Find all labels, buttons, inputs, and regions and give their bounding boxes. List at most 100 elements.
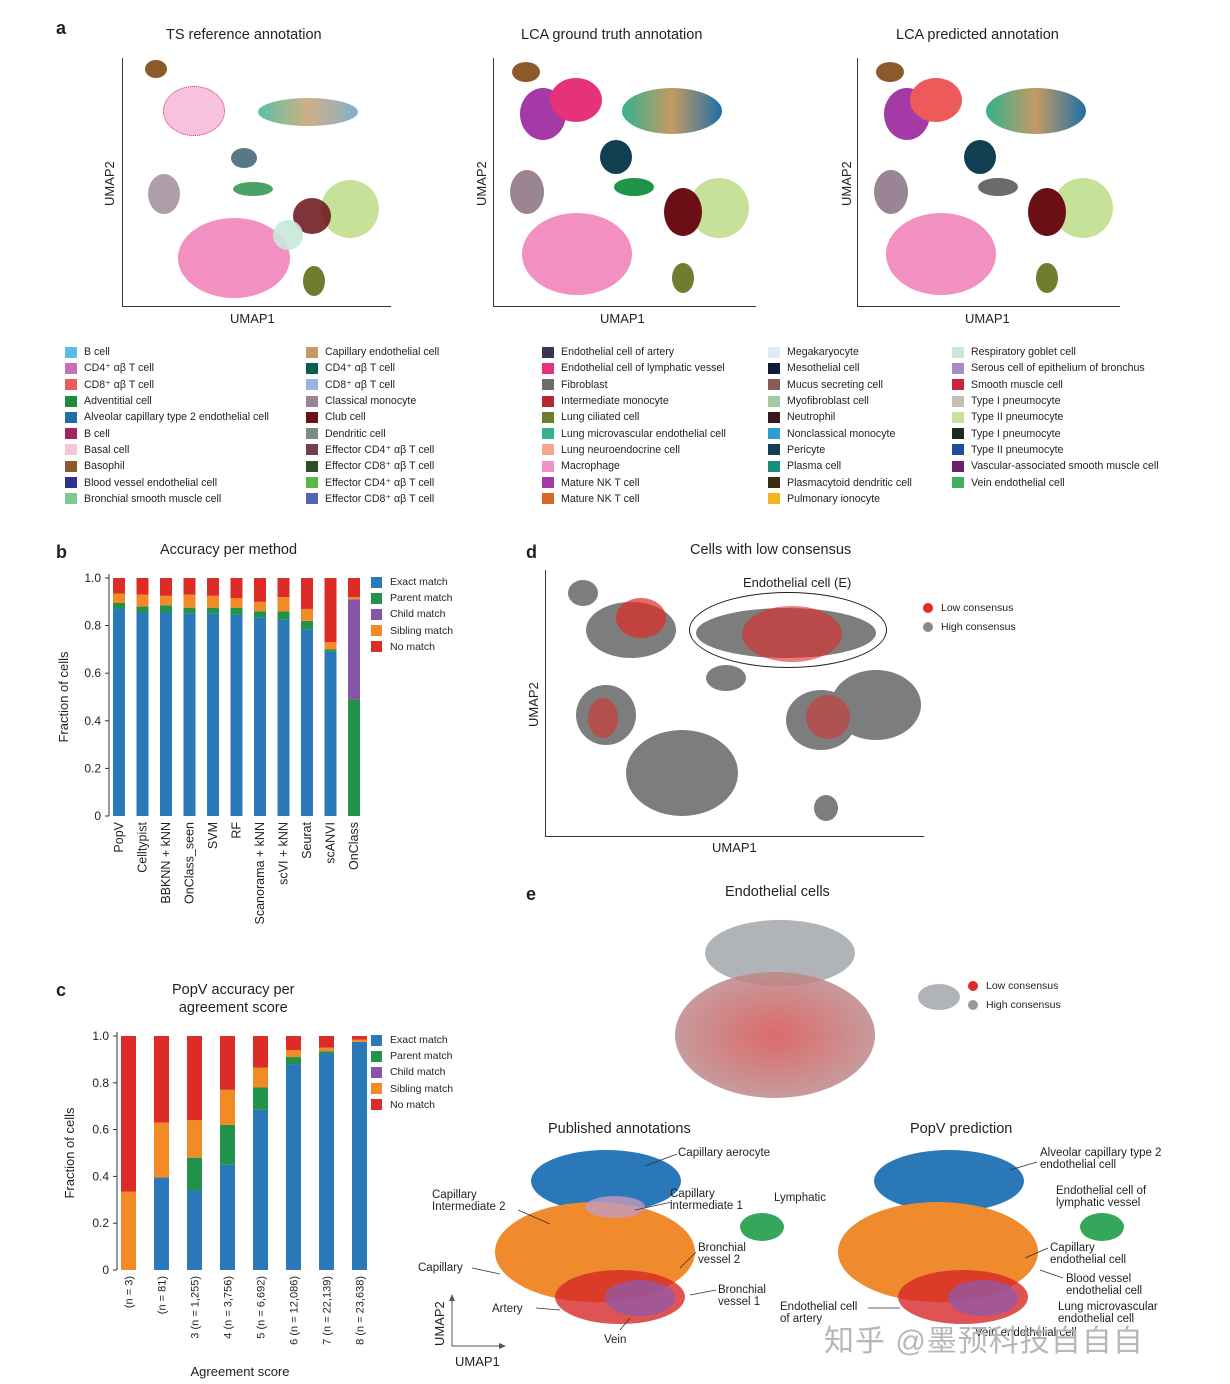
legend-item: Macrophage: [542, 458, 726, 474]
label-bronchial-vessel-2: Bronchial vessel 2: [698, 1242, 746, 1266]
legend-item: Effector CD8⁺ αβ T cell: [306, 491, 439, 507]
legend-swatch: [952, 444, 964, 456]
legend-label: Intermediate monocyte: [561, 395, 669, 408]
legend-a-col1: B cell CD4⁺ αβ T cell CD8⁺ αβ T cell Advent…: [65, 344, 269, 507]
legend-item: No match: [371, 1097, 453, 1113]
legend-label: Type I pneumocyte: [971, 395, 1061, 408]
bar-segment-no-match: [187, 1036, 202, 1121]
x-tick-label: 6 (n = 12,086): [289, 1276, 301, 1345]
bar-segment-sibling-match: [277, 597, 290, 612]
legend-swatch: [542, 493, 554, 505]
legend-item: Child match: [371, 1064, 453, 1080]
legend-item: B cell: [65, 344, 269, 360]
legend-label: CD8⁺ αβ T cell: [84, 378, 155, 391]
x-tick-label: 4 (n = 3,756): [223, 1276, 235, 1339]
legend-label: CD8⁺ αβ T cell: [325, 378, 396, 391]
legend-item: Plasmacytoid dendritic cell: [768, 474, 912, 490]
umap-ts-reference: [122, 58, 391, 307]
x-tick-label: 8 (n = 23,638): [355, 1276, 367, 1345]
legend-swatch: [306, 460, 318, 472]
x-tick-label: 7 (n = 22,139): [322, 1276, 334, 1345]
legend-item: No match: [371, 639, 453, 655]
legend-label: Mature NK T cell: [561, 492, 640, 505]
legend-label: Effector CD8⁺ αβ T cell: [325, 492, 435, 505]
bar-segment-exact-match: [154, 1177, 169, 1270]
chart-popv-accuracy-per-agreement: 0 0.2 0.4 0.6 0.8 1.0 Fraction of cells (n = 3)…: [62, 1029, 367, 1379]
legend-item: Mucus secreting cell: [768, 377, 912, 393]
legend-swatch: [371, 592, 382, 604]
bar-segment-no-match: [254, 578, 266, 602]
bar-segment-no-match: [277, 578, 290, 598]
legend-item: Pulmonary ionocyte: [768, 491, 912, 507]
bar-segment-exact-match: [230, 614, 243, 816]
legend-d: Low consensus High consensus: [923, 598, 1016, 636]
legend-swatch: [306, 428, 318, 440]
umap2-label-d: UMAP2: [526, 682, 541, 727]
panel-d-title: Cells with low consensus: [690, 542, 852, 558]
label-lymphatic-vessel: Endothelial cell of lymphatic vessel: [1056, 1185, 1147, 1209]
bar-segment-no-match: [136, 578, 149, 595]
legend-swatch: [371, 1099, 382, 1111]
legend-swatch: [952, 395, 964, 407]
bar-segment-exact-match: [183, 613, 196, 816]
legend-item: CD4⁺ αβ T cell: [306, 360, 439, 376]
x-tick-label: Seurat: [300, 821, 314, 858]
legend-item: Plasma cell: [768, 458, 912, 474]
legend-swatch: [768, 362, 780, 374]
legend-c: Exact match Parent match Child match Siblin…: [371, 1032, 453, 1113]
legend-a-col3: Endothelial cell of artery Endothelial ce…: [542, 344, 726, 507]
legend-item: Basal cell: [65, 442, 269, 458]
x-tick-label: (n = 3): [124, 1276, 136, 1308]
legend-item: Pericyte: [768, 442, 912, 458]
legend-label: Bronchial smooth muscle cell: [84, 492, 222, 505]
legend-swatch: [542, 379, 554, 391]
umap1-label-a3: UMAP1: [965, 311, 1010, 326]
legend-label: Parent match: [390, 592, 453, 605]
annotation-leader-lines: [471, 1153, 1064, 1331]
panel-c-title: PopV accuracy per agreement score: [172, 981, 295, 1017]
legend-label: Effector CD4⁺ αβ T cell: [325, 443, 435, 456]
legend-swatch: [542, 395, 554, 407]
bar-segment-no-match: [207, 578, 219, 596]
legend-label: Neutrophil: [787, 411, 836, 424]
label-artery: Artery: [492, 1303, 523, 1315]
y-axis-label: Fraction of cells: [62, 1107, 77, 1199]
bar-segment-sibling-match: [113, 593, 125, 603]
legend-item: Club cell: [306, 409, 439, 425]
legend-swatch: [371, 1083, 382, 1095]
bar-segment-sibling-match: [160, 595, 172, 606]
bar-segment-exact-match: [319, 1053, 334, 1270]
bar-segment-parent-match: [207, 607, 219, 614]
legend-swatch: [952, 428, 964, 440]
bar-segment-sibling-match: [301, 608, 313, 621]
label-vein-endothelial: Vein endothelial cell: [975, 1327, 1077, 1339]
legend-item: Parent match: [371, 1048, 453, 1064]
label-capillary-aerocyte: Capillary aerocyte: [678, 1147, 771, 1159]
bar-segment-exact-match: [160, 612, 172, 816]
x-tick-label: BBKNN + kNN: [159, 822, 173, 904]
legend-label: Megakaryocyte: [787, 346, 859, 359]
legend-swatch: [768, 460, 780, 472]
legend-swatch: [65, 346, 77, 358]
bar-segment-sibling-match: [319, 1047, 334, 1052]
bar-segment-exact-match: [207, 613, 219, 816]
legend-label: Myofibroblast cell: [787, 395, 869, 408]
legend-item: B cell: [65, 425, 269, 441]
legend-item: Effector CD4⁺ αβ T cell: [306, 474, 439, 490]
bar-segment-parent-match: [324, 649, 337, 652]
legend-label: CD4⁺ αβ T cell: [84, 362, 155, 375]
legend-label: Type II pneumocyte: [971, 443, 1064, 456]
legend-label: Nonclassical monocyte: [787, 427, 896, 440]
legend-label: Type I pneumocyte: [971, 427, 1061, 440]
legend-label: Macrophage: [561, 460, 620, 473]
bar-segment-sibling-match: [230, 598, 243, 608]
x-axis-label: Agreement score: [191, 1364, 290, 1379]
panel-a-title-1: TS reference annotation: [166, 27, 322, 43]
legend-item: Sibling match: [371, 1081, 453, 1097]
legend-swatch: [542, 346, 554, 358]
legend-label: Lung neuroendocrine cell: [561, 443, 680, 456]
bar-segment-sibling-match: [348, 597, 360, 600]
legend-label: Respiratory goblet cell: [971, 346, 1076, 359]
panel-d-letter: d: [526, 542, 537, 562]
legend-label: No match: [390, 640, 435, 653]
